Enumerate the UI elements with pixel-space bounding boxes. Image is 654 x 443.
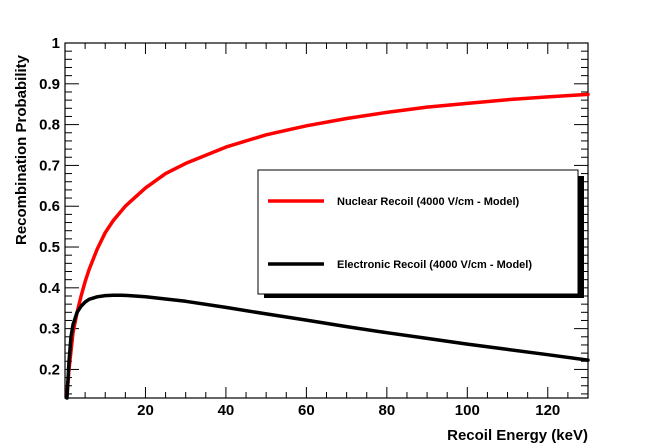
x-tick-label: 40: [218, 402, 235, 419]
y-tick-label: 1: [52, 35, 60, 52]
legend-box: [257, 169, 579, 295]
legend-label-electronic: Electronic Recoil (4000 V/cm - Model): [337, 259, 532, 271]
y-tick-label: 0.3: [39, 321, 60, 338]
x-tick-label: 60: [298, 402, 315, 419]
y-tick-label: 0.5: [39, 239, 60, 256]
y-tick-label: 0.4: [39, 280, 61, 297]
legend: Nuclear Recoil (4000 V/cm - Model) Elect…: [257, 169, 584, 298]
series-lines: [65, 92, 590, 400]
x-tick-label: 80: [379, 402, 396, 419]
y-tick-label: 0.2: [39, 361, 60, 378]
series-line-electronic-recoil: [65, 293, 590, 400]
y-tick-label: 0.6: [39, 198, 60, 215]
y-tick-label: 0.8: [39, 117, 60, 134]
y-tick-label: 0.9: [39, 76, 60, 93]
y-tick-label: 0.7: [39, 157, 60, 174]
x-tick-label: 20: [137, 402, 154, 419]
legend-label-nuclear: Nuclear Recoil (4000 V/cm - Model): [337, 196, 520, 208]
x-tick-label: 120: [535, 402, 560, 419]
y-axis-title: Recombination Probability: [13, 54, 30, 245]
x-axis-title: Recoil Energy (keV): [447, 427, 588, 443]
series-line-nuclear-recoil: [65, 92, 590, 396]
x-tick-labels: 20 40 60 80 100 120: [137, 402, 560, 419]
y-tick-labels: 0.2 0.3 0.4 0.5 0.6 0.7 0.8 0.9 1: [39, 35, 61, 378]
x-tick-label: 100: [455, 402, 480, 419]
